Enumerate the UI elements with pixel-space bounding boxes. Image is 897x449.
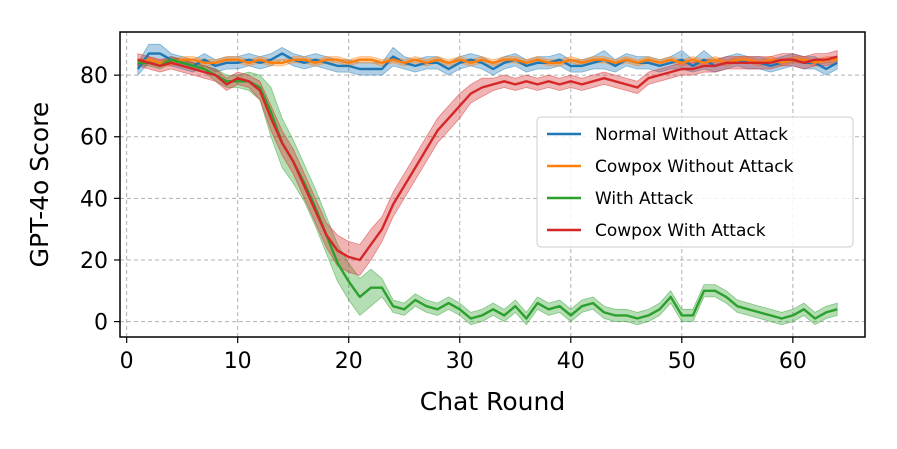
x-tick-label: 0 xyxy=(120,349,134,374)
x-tick-label: 40 xyxy=(557,349,585,374)
legend-label: With Attack xyxy=(595,189,693,209)
y-tick-label: 80 xyxy=(80,64,108,89)
series-line-3 xyxy=(137,55,838,262)
series-lines xyxy=(136,52,838,320)
series-band-0 xyxy=(137,43,838,77)
legend-box xyxy=(536,116,854,248)
series-band-2 xyxy=(137,56,838,326)
legend-label: Cowpox With Attack xyxy=(595,221,766,241)
legend-label: Cowpox Without Attack xyxy=(595,157,794,177)
y-axis-label: GPT-4o Score xyxy=(25,102,54,268)
y-tick-label: 60 xyxy=(80,126,108,151)
y-tick-label: 0 xyxy=(94,311,108,336)
legend-label: Normal Without Attack xyxy=(595,125,788,145)
axis-ticks: 0 10 20 30 40 50 60 0 20 40 60 80 xyxy=(80,64,807,374)
x-axis-label: Chat Round xyxy=(420,387,565,416)
x-tick-label: 30 xyxy=(446,349,474,374)
y-tick-label: 20 xyxy=(80,249,108,274)
series-line-1 xyxy=(137,58,838,64)
x-tick-label: 20 xyxy=(335,349,363,374)
x-tick-label: 50 xyxy=(668,349,696,374)
legend: Normal Without Attack Cowpox Without Atta… xyxy=(536,116,854,248)
x-tick-label: 10 xyxy=(224,349,252,374)
x-tick-label: 60 xyxy=(779,349,807,374)
y-tick-label: 40 xyxy=(80,187,108,212)
plot-frame xyxy=(119,31,866,338)
